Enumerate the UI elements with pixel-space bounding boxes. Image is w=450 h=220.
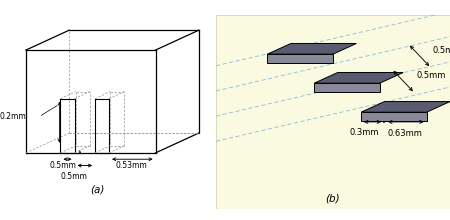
Text: 0.53mm: 0.53mm [116,161,148,170]
Text: (a): (a) [90,184,104,194]
Text: 0.5mm: 0.5mm [60,172,87,181]
Polygon shape [314,73,403,83]
Polygon shape [361,112,427,121]
Polygon shape [361,102,450,112]
Polygon shape [314,83,380,92]
Text: 0.3mm: 0.3mm [349,128,379,137]
Text: 0.63mm: 0.63mm [387,129,422,138]
Text: 0.5mm: 0.5mm [50,161,76,170]
Text: 0.2mm: 0.2mm [0,112,27,121]
Polygon shape [267,54,333,63]
Polygon shape [267,44,356,54]
Text: 0.5mm: 0.5mm [416,71,446,80]
Text: (b): (b) [326,193,340,203]
Text: 0.5mm: 0.5mm [432,46,450,55]
